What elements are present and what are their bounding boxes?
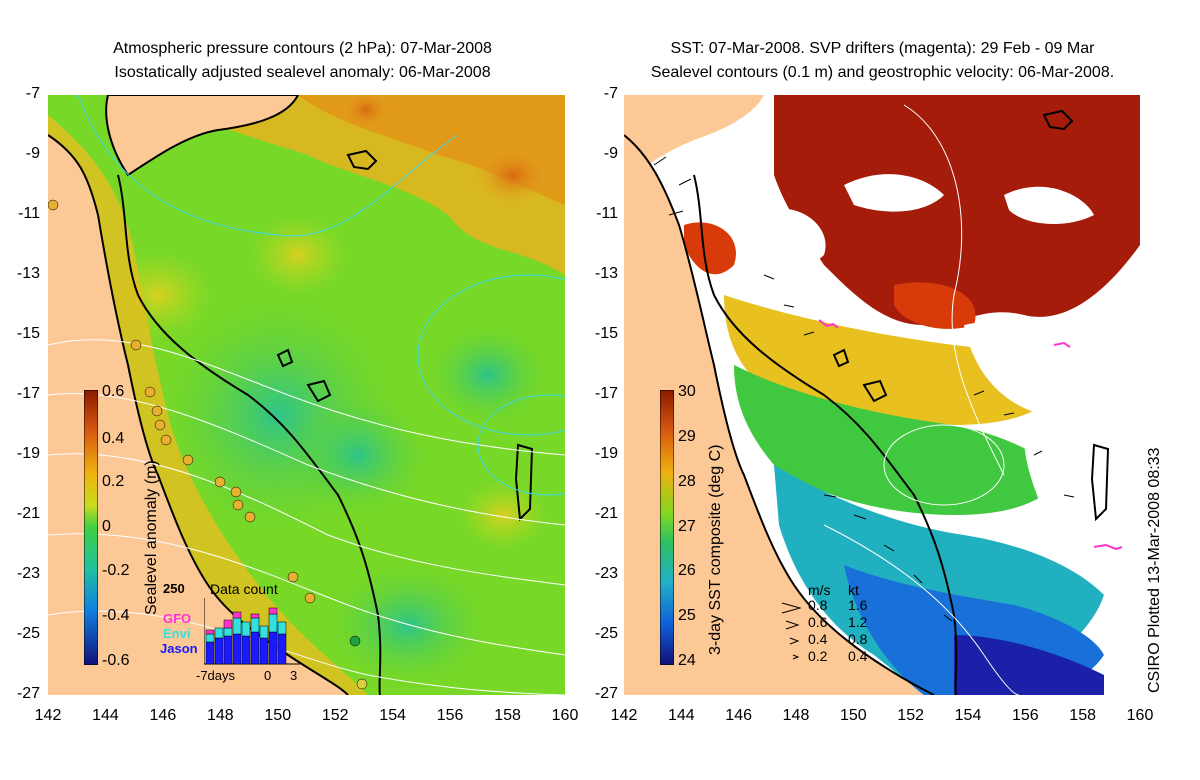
left-x-tick: 146	[149, 707, 177, 724]
right-y-tick: -25	[594, 625, 618, 642]
vel-legend-row2-kt: 0.8	[848, 631, 868, 647]
vel-legend-row1-kt: 1.2	[848, 614, 868, 630]
left-cbar-tick-0: 0.6	[102, 383, 125, 400]
vel-legend-row3-kt: 0.4	[848, 648, 868, 664]
right-cbar-tick-2: 28	[678, 473, 696, 490]
right-cbar-tick-0: 30	[678, 383, 696, 400]
left-x-tick: 156	[436, 707, 464, 724]
right-y-tick: -7	[603, 85, 618, 102]
right-title-line1: SST: 07-Mar-2008. SVP drifters (magenta)…	[670, 40, 1095, 57]
right-x-tick: 146	[725, 707, 752, 724]
right-x-tick: 160	[1126, 707, 1154, 724]
left-title-line1: Atmospheric pressure contours (2 hPa): 0…	[113, 40, 492, 57]
left-x-tick: 144	[92, 707, 119, 724]
vel-legend-kt-header: kt	[848, 582, 859, 598]
inset-legend-jason: Jason	[160, 641, 198, 656]
inset-x-label-0: -7days	[196, 668, 236, 683]
right-x-tick: 152	[897, 707, 924, 724]
left-x-tick: 142	[34, 707, 62, 724]
left-y-tick: -7	[25, 85, 40, 102]
left-y-tick: -23	[16, 565, 40, 582]
left-x-tick: 150	[264, 707, 292, 724]
right-x-tick: 148	[782, 707, 810, 724]
inset-title: Data count	[210, 581, 278, 597]
vel-legend-row3-ms: 0.2	[808, 648, 828, 664]
left-cbar-label: Sealevel anomaly (m)	[143, 460, 160, 615]
csiro-credit: CSIRO Plotted 13-Mar-2008 08:33	[1146, 447, 1163, 693]
left-y-tick: -15	[16, 325, 40, 342]
right-cbar-tick-4: 26	[678, 562, 696, 579]
left-y-tick: -19	[16, 445, 40, 462]
left-cbar-tick-2: 0.2	[102, 473, 125, 490]
left-cbar-tick-6: -0.6	[102, 652, 130, 669]
left-title-line2: Isostatically adjusted sealevel anomaly:…	[114, 64, 491, 81]
right-y-tick: -9	[603, 145, 618, 162]
right-y-tick: -15	[594, 325, 618, 342]
right-x-tick: 156	[1011, 707, 1039, 724]
inset-legend-envi: Envi	[163, 626, 191, 641]
left-x-tick: 160	[551, 707, 579, 724]
vel-legend-arrows	[780, 600, 802, 666]
right-cbar-label: 3-day SST composite (deg C)	[707, 444, 724, 655]
left-y-tick: -17	[16, 385, 40, 402]
right-y-tick: -23	[594, 565, 618, 582]
right-y-tick: -17	[594, 385, 618, 402]
vel-legend-ms-header: m/s	[808, 582, 831, 598]
right-x-tick: 150	[839, 707, 867, 724]
left-cbar-tick-3: 0	[102, 518, 111, 535]
right-x-tick: 154	[954, 707, 982, 724]
inset-ymax: 250	[163, 581, 185, 596]
sealevel-colorbar	[84, 390, 98, 665]
left-x-tick: 152	[321, 707, 349, 724]
right-cbar-tick-1: 29	[678, 428, 696, 445]
left-cbar-tick-5: -0.4	[102, 607, 130, 624]
inset-x-label-1: 0	[264, 668, 272, 683]
left-y-tick: -25	[16, 625, 40, 642]
inset-x-label-2: 3	[290, 668, 298, 683]
sst-colorbar	[660, 390, 674, 665]
right-y-tick: -11	[596, 205, 618, 222]
inset-legend-gfo: GFO	[163, 611, 192, 626]
right-y-tick: -27	[594, 685, 618, 702]
left-y-tick: -13	[16, 265, 40, 282]
left-y-tick: -27	[16, 685, 40, 702]
vel-legend-row2-ms: 0.4	[808, 631, 828, 647]
data-count-histogram	[204, 598, 300, 666]
sst-map	[624, 95, 1140, 695]
left-cbar-tick-1: 0.4	[102, 430, 125, 447]
vel-legend-row0-ms: 0.8	[808, 597, 828, 613]
sealevel-anomaly-map	[48, 95, 565, 695]
right-cbar-tick-3: 27	[678, 518, 696, 535]
right-y-tick: -19	[594, 445, 618, 462]
vel-legend-row1-ms: 0.6	[808, 614, 828, 630]
right-y-tick: -13	[594, 265, 618, 282]
right-x-tick: 144	[667, 707, 695, 724]
right-cbar-tick-5: 25	[678, 607, 696, 624]
right-cbar-tick-6: 24	[678, 652, 696, 669]
right-x-tick: 142	[610, 707, 638, 724]
left-cbar-tick-4: -0.2	[102, 562, 130, 579]
right-x-tick: 158	[1069, 707, 1096, 724]
left-x-tick: 158	[494, 707, 521, 724]
right-title-line2: Sealevel contours (0.1 m) and geostrophi…	[650, 64, 1115, 81]
vel-legend-row0-kt: 1.6	[848, 597, 868, 613]
left-x-tick: 148	[206, 707, 234, 724]
left-y-tick: -21	[16, 505, 40, 522]
right-y-tick: -21	[594, 505, 618, 522]
left-y-tick: -11	[18, 205, 40, 222]
left-y-tick: -9	[25, 145, 40, 162]
left-x-tick: 154	[379, 707, 406, 724]
